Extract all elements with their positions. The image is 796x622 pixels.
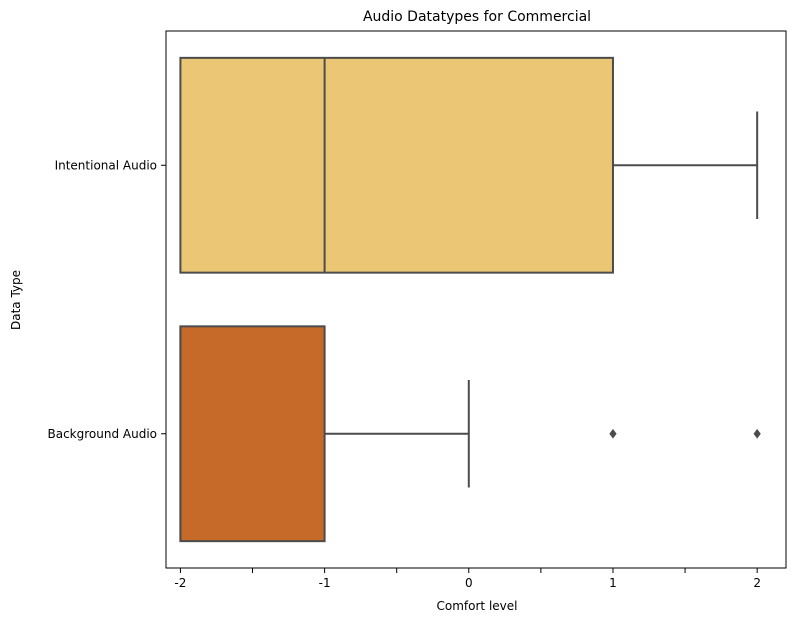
- x-tick-label: -1: [319, 576, 331, 590]
- x-axis: -2 -1 0 1 2: [174, 568, 761, 590]
- outlier-point: [753, 428, 761, 439]
- x-tick-label: 1: [609, 576, 617, 590]
- axes-frame: [165, 30, 787, 569]
- x-tick-label: 2: [753, 576, 761, 590]
- y-axis-label: Data Type: [9, 270, 23, 330]
- x-axis-label: Comfort level: [437, 599, 518, 613]
- box-group-1: [179, 325, 761, 543]
- chart-title: Audio Datatypes for Commercial: [363, 9, 591, 25]
- x-tick-label: 0: [465, 576, 473, 590]
- box-iqr: [179, 325, 326, 543]
- y-tick-label: Background Audio: [47, 427, 157, 441]
- y-axis: Intentional Audio Background Audio: [47, 158, 166, 441]
- y-tick-label: Intentional Audio: [55, 158, 157, 172]
- box-group-0: [179, 56, 759, 274]
- plot-area: [179, 56, 761, 543]
- x-tick-label: -2: [174, 576, 186, 590]
- outlier-point: [609, 428, 617, 439]
- box-iqr: [179, 56, 614, 274]
